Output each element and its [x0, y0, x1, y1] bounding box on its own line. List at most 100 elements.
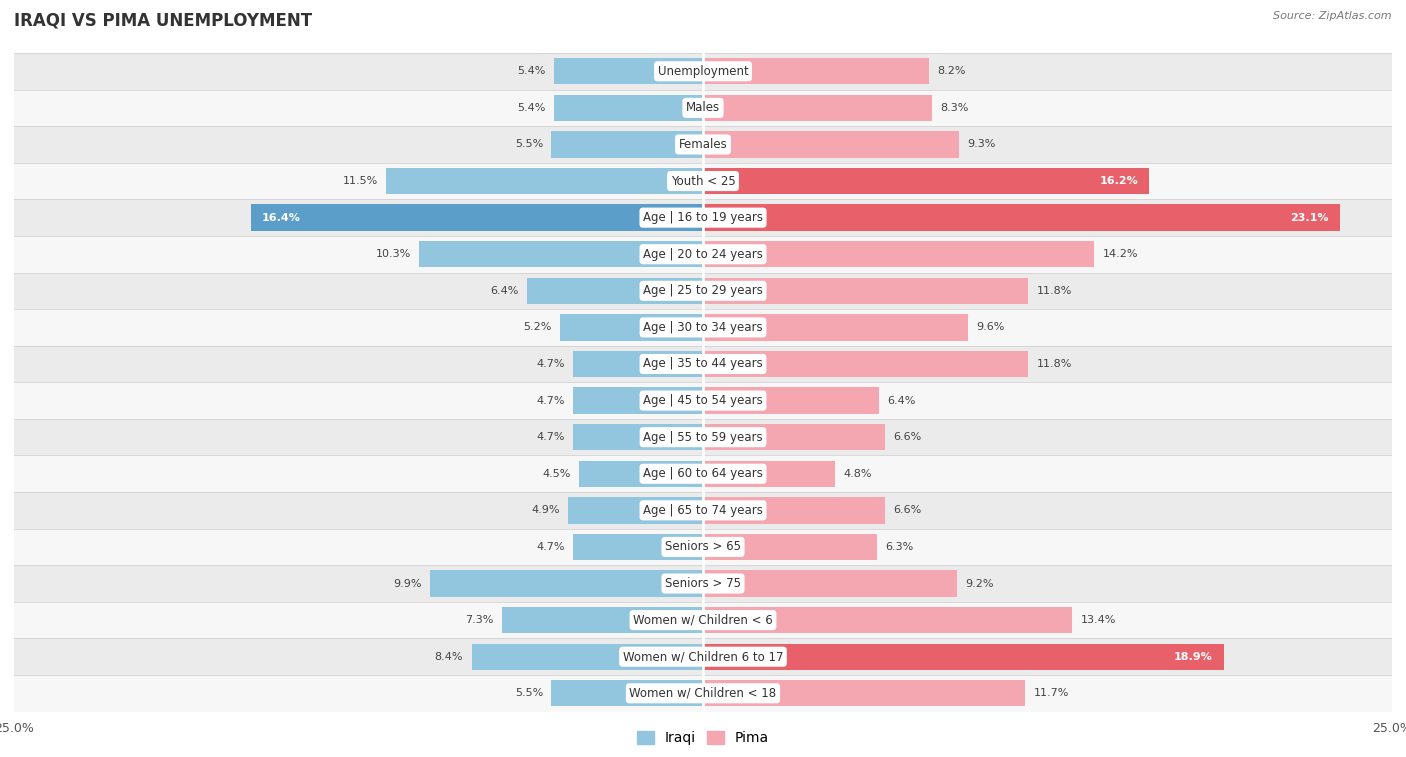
Text: 5.2%: 5.2% [523, 322, 551, 332]
Bar [703, 278, 1028, 304]
Bar [430, 570, 703, 597]
Bar [252, 204, 703, 231]
Text: Age | 20 to 24 years: Age | 20 to 24 years [643, 248, 763, 260]
Bar [703, 643, 1223, 670]
Text: 9.3%: 9.3% [967, 139, 995, 149]
Text: Women w/ Children < 18: Women w/ Children < 18 [630, 687, 776, 699]
Text: 8.2%: 8.2% [938, 67, 966, 76]
Bar [14, 492, 1392, 528]
Text: Age | 55 to 59 years: Age | 55 to 59 years [643, 431, 763, 444]
Bar [14, 199, 1392, 236]
Bar [554, 58, 703, 85]
Text: Women w/ Children 6 to 17: Women w/ Children 6 to 17 [623, 650, 783, 663]
Bar [560, 314, 703, 341]
Bar [14, 602, 1392, 638]
Bar [703, 570, 956, 597]
Text: Age | 25 to 29 years: Age | 25 to 29 years [643, 285, 763, 298]
Bar [14, 53, 1392, 89]
Text: 4.9%: 4.9% [531, 506, 560, 516]
Bar [574, 388, 703, 414]
Text: 11.8%: 11.8% [1036, 286, 1071, 296]
Bar [14, 236, 1392, 273]
Text: Women w/ Children < 6: Women w/ Children < 6 [633, 614, 773, 627]
Bar [703, 460, 835, 487]
Bar [14, 89, 1392, 126]
Bar [14, 163, 1392, 199]
Bar [502, 607, 703, 634]
Text: 5.5%: 5.5% [515, 688, 543, 698]
Bar [14, 565, 1392, 602]
Text: Source: ZipAtlas.com: Source: ZipAtlas.com [1274, 11, 1392, 21]
Text: 11.8%: 11.8% [1036, 359, 1071, 369]
Text: 5.4%: 5.4% [517, 103, 546, 113]
Text: 11.7%: 11.7% [1033, 688, 1069, 698]
Bar [14, 638, 1392, 675]
Text: 9.6%: 9.6% [976, 322, 1004, 332]
Text: IRAQI VS PIMA UNEMPLOYMENT: IRAQI VS PIMA UNEMPLOYMENT [14, 11, 312, 30]
Text: Age | 45 to 54 years: Age | 45 to 54 years [643, 394, 763, 407]
Text: 14.2%: 14.2% [1102, 249, 1137, 259]
Bar [574, 424, 703, 450]
Bar [387, 168, 703, 195]
Text: 4.7%: 4.7% [537, 396, 565, 406]
Bar [703, 95, 932, 121]
Bar [703, 534, 876, 560]
Text: 9.9%: 9.9% [394, 578, 422, 588]
Text: Age | 65 to 74 years: Age | 65 to 74 years [643, 504, 763, 517]
Text: 16.2%: 16.2% [1099, 176, 1139, 186]
Text: 4.8%: 4.8% [844, 469, 872, 478]
Text: Unemployment: Unemployment [658, 65, 748, 78]
Text: 13.4%: 13.4% [1081, 615, 1116, 625]
Text: 5.5%: 5.5% [515, 139, 543, 149]
Bar [551, 680, 703, 706]
Text: 6.4%: 6.4% [489, 286, 519, 296]
Bar [703, 58, 929, 85]
Bar [579, 460, 703, 487]
Text: Females: Females [679, 138, 727, 151]
Bar [703, 388, 879, 414]
Text: 6.4%: 6.4% [887, 396, 917, 406]
Text: Seniors > 65: Seniors > 65 [665, 540, 741, 553]
Bar [703, 131, 959, 157]
Bar [554, 95, 703, 121]
Bar [419, 241, 703, 267]
Text: Seniors > 75: Seniors > 75 [665, 577, 741, 590]
Text: 6.6%: 6.6% [893, 432, 921, 442]
Bar [527, 278, 703, 304]
Bar [703, 168, 1150, 195]
Text: 11.5%: 11.5% [343, 176, 378, 186]
Bar [14, 456, 1392, 492]
Bar [703, 424, 884, 450]
Text: Age | 30 to 34 years: Age | 30 to 34 years [643, 321, 763, 334]
Text: 4.7%: 4.7% [537, 542, 565, 552]
Bar [703, 314, 967, 341]
Text: 5.4%: 5.4% [517, 67, 546, 76]
Text: 4.5%: 4.5% [543, 469, 571, 478]
Bar [471, 643, 703, 670]
Text: Age | 60 to 64 years: Age | 60 to 64 years [643, 467, 763, 480]
Bar [551, 131, 703, 157]
Bar [703, 241, 1094, 267]
Bar [568, 497, 703, 524]
Text: Age | 16 to 19 years: Age | 16 to 19 years [643, 211, 763, 224]
Bar [574, 534, 703, 560]
Bar [14, 382, 1392, 419]
Text: 18.9%: 18.9% [1174, 652, 1213, 662]
Bar [14, 273, 1392, 309]
Bar [14, 675, 1392, 712]
Text: 8.4%: 8.4% [434, 652, 463, 662]
Text: 9.2%: 9.2% [965, 578, 993, 588]
Text: 4.7%: 4.7% [537, 359, 565, 369]
Text: Males: Males [686, 101, 720, 114]
Text: 6.6%: 6.6% [893, 506, 921, 516]
Bar [14, 419, 1392, 456]
Bar [703, 607, 1073, 634]
Text: 4.7%: 4.7% [537, 432, 565, 442]
Bar [14, 126, 1392, 163]
Bar [574, 350, 703, 377]
Bar [703, 497, 884, 524]
Text: Youth < 25: Youth < 25 [671, 175, 735, 188]
Text: 8.3%: 8.3% [941, 103, 969, 113]
Legend: Iraqi, Pima: Iraqi, Pima [631, 726, 775, 751]
Text: 6.3%: 6.3% [884, 542, 912, 552]
